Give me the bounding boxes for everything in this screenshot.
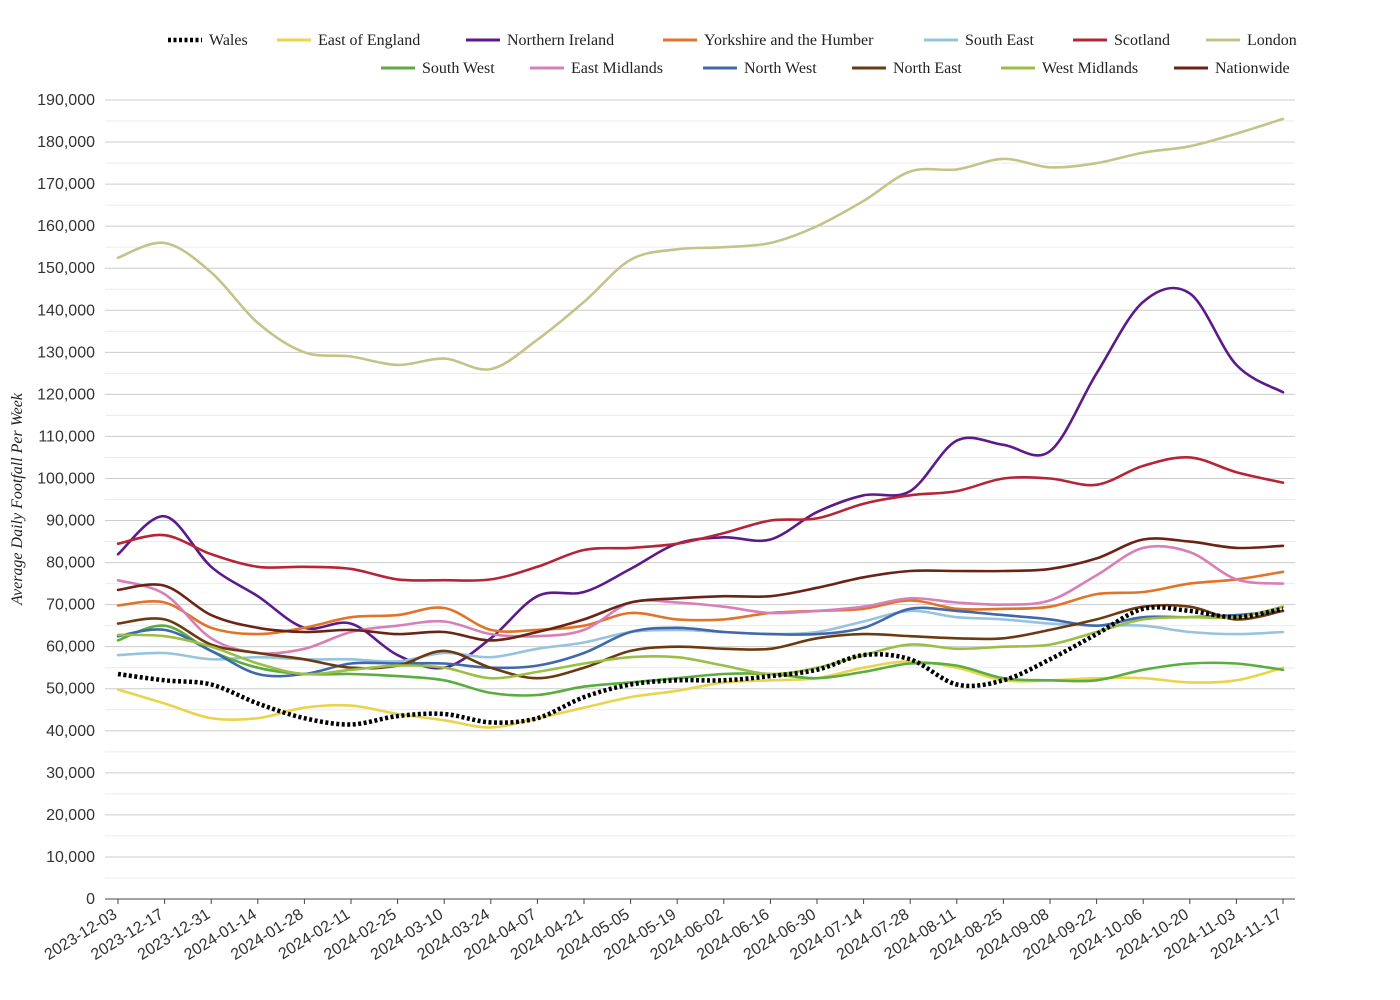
y-tick-label: 100,000 bbox=[37, 470, 95, 487]
y-tick-label: 190,000 bbox=[37, 92, 95, 109]
legend-label-east-of-england: East of England bbox=[318, 32, 420, 49]
y-tick-label: 80,000 bbox=[46, 555, 95, 572]
legend: Wales East of England Northern Ireland York… bbox=[168, 32, 1297, 77]
series-line-north-west bbox=[116, 606, 1285, 678]
series-line-south-east bbox=[116, 609, 1285, 663]
series-lines bbox=[116, 117, 1285, 729]
legend-label-east-midlands: East Midlands bbox=[571, 60, 663, 77]
series-line-north-east bbox=[116, 603, 1285, 680]
series-line-nationwide bbox=[116, 537, 1285, 642]
y-tick-label: 50,000 bbox=[46, 681, 95, 698]
y-tick-label: 160,000 bbox=[37, 218, 95, 235]
legend-label-yorkshire-and-the-humber: Yorkshire and the Humber bbox=[704, 32, 874, 49]
y-tick-label: 170,000 bbox=[37, 176, 95, 193]
legend-label-north-east: North East bbox=[893, 60, 962, 77]
series-line-east-midlands bbox=[116, 544, 1285, 655]
y-tick-label: 150,000 bbox=[37, 260, 95, 277]
y-axis-label: Average Daily Footfall Per Week bbox=[9, 392, 26, 606]
y-tick-label: 130,000 bbox=[37, 344, 95, 361]
gridlines bbox=[105, 99, 1295, 879]
legend-label-west-midlands: West Midlands bbox=[1042, 60, 1138, 77]
y-tick-label: 30,000 bbox=[46, 765, 95, 782]
legend-label-south-west: South West bbox=[422, 60, 495, 77]
series-line-east-of-england bbox=[116, 660, 1285, 729]
series-line-scotland bbox=[116, 455, 1285, 582]
y-tick-label: 40,000 bbox=[46, 723, 95, 740]
y-tick-label: 20,000 bbox=[46, 807, 95, 824]
series-line-london bbox=[116, 117, 1285, 371]
y-tick-label: 90,000 bbox=[46, 513, 95, 530]
legend-label-scotland: Scotland bbox=[1114, 32, 1170, 49]
y-tick-label: 110,000 bbox=[38, 428, 95, 445]
y-tick-label: 60,000 bbox=[46, 639, 95, 656]
legend-label-nationwide: Nationwide bbox=[1215, 60, 1290, 77]
series-line-west-midlands bbox=[116, 605, 1285, 680]
y-tick-label: 10,000 bbox=[46, 849, 95, 866]
y-tick-label: 0 bbox=[86, 891, 95, 908]
y-tick-label: 140,000 bbox=[37, 302, 95, 319]
y-tick-label: 180,000 bbox=[37, 134, 95, 151]
legend-label-wales: Wales bbox=[209, 32, 248, 49]
y-tick-label: 70,000 bbox=[46, 597, 95, 614]
legend-label-northern-ireland: Northern Ireland bbox=[507, 32, 614, 49]
legend-label-north-west: North West bbox=[744, 60, 817, 77]
axes: 0 10,000 20,000 30,000 40,000 50,000 60,000 70,… bbox=[37, 92, 1295, 964]
legend-label-south-east: South East bbox=[965, 32, 1034, 49]
y-tick-label: 120,000 bbox=[37, 386, 95, 403]
series-line-yorkshire-and-the-humber bbox=[116, 570, 1285, 636]
series-line-wales bbox=[117, 605, 1284, 727]
legend-label-london: London bbox=[1247, 32, 1297, 49]
